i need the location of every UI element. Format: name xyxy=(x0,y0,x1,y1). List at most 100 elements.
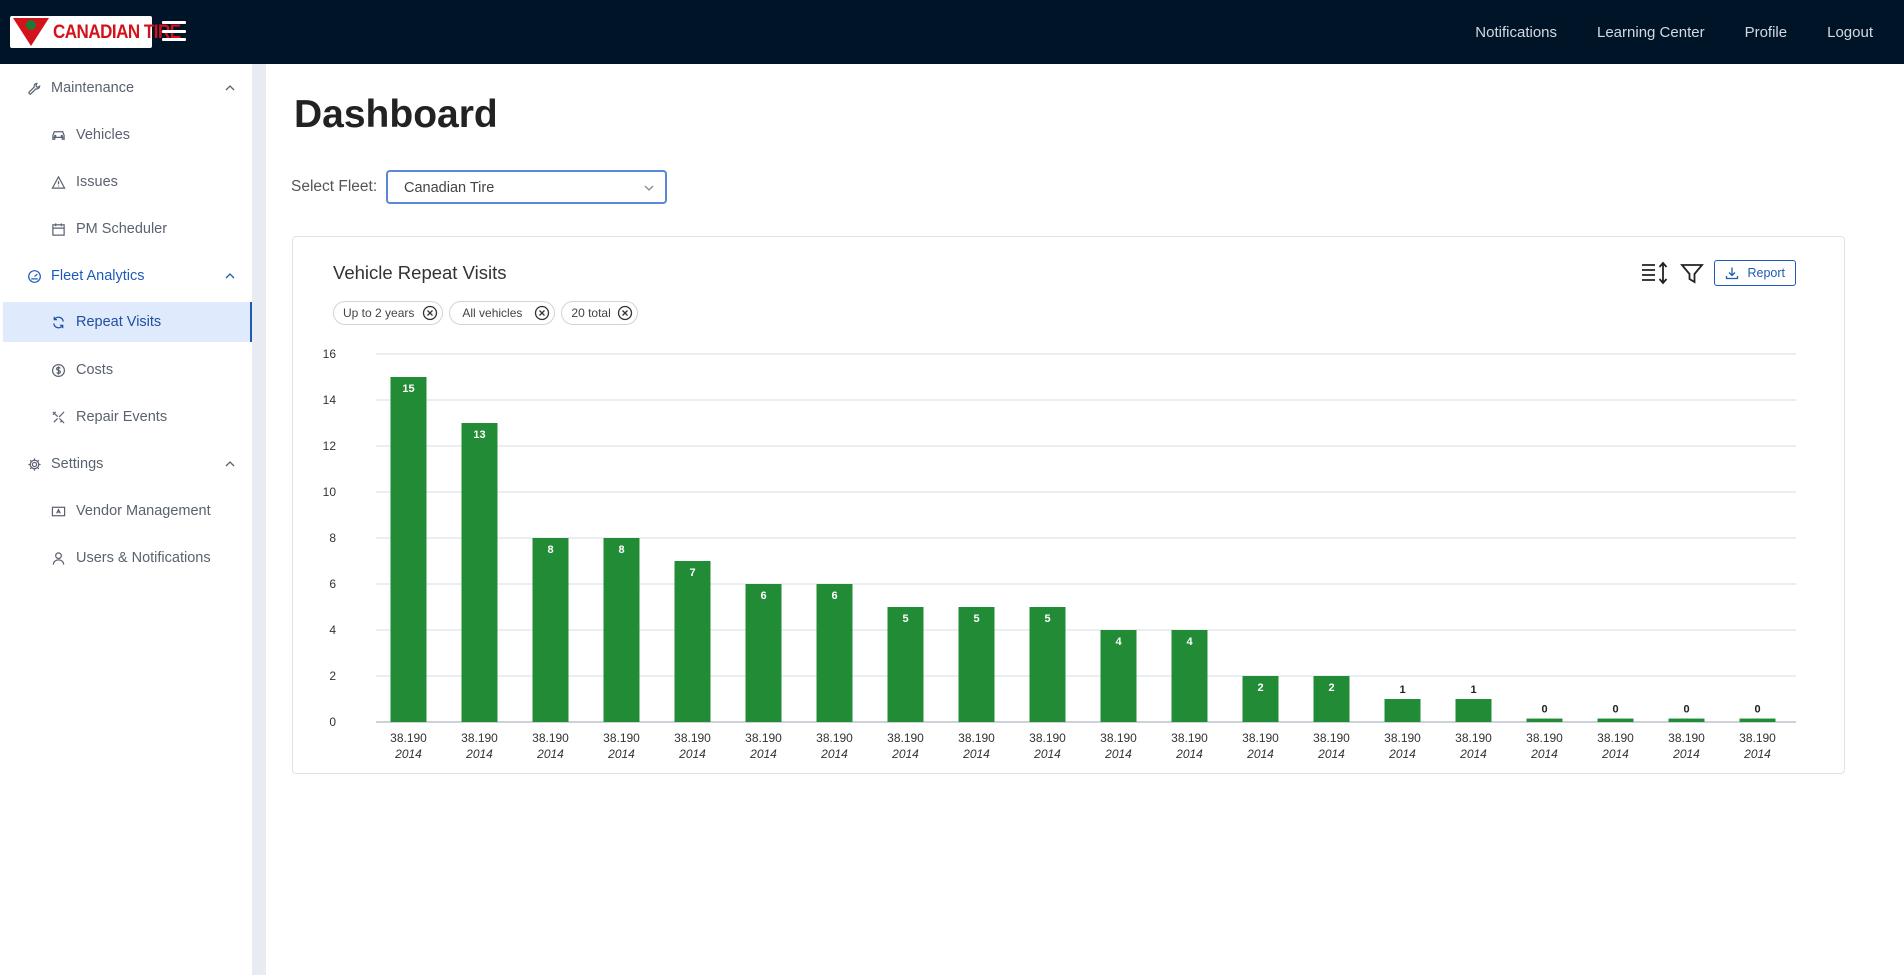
bar-data-label: 1 xyxy=(1470,684,1476,696)
logo-text: CANADIAN TIRE xyxy=(53,20,181,43)
sidebar-item-label: Vehicles xyxy=(76,127,131,143)
chip-time-range: Up to 2 years xyxy=(333,301,444,325)
bar xyxy=(1029,607,1066,722)
sidebar-group-fleet-analytics[interactable]: Fleet Analytics xyxy=(3,256,252,296)
logo-triangle-icon xyxy=(13,18,49,46)
nav-learning-center[interactable]: Learning Center xyxy=(1597,23,1705,41)
sidebar-group-maintenance[interactable]: Maintenance xyxy=(3,68,252,108)
dashboard-gauge-icon xyxy=(27,269,42,284)
dollar-icon xyxy=(51,363,66,378)
nav-profile[interactable]: Profile xyxy=(1744,23,1788,41)
warning-icon xyxy=(51,175,66,190)
sidebar-item-label: Repeat Visits xyxy=(76,314,162,330)
hamburger-menu-icon[interactable] xyxy=(162,20,186,42)
x-tick-label: 38.190 xyxy=(887,731,924,745)
x-tick-label: 38.190 xyxy=(1668,731,1705,745)
x-tick-label: 38.190 xyxy=(603,731,640,745)
sidebar-item-costs[interactable]: Costs xyxy=(3,350,252,390)
sidebar-item-users-notifications[interactable]: Users & Notifications xyxy=(3,538,252,578)
bar-data-label: 15 xyxy=(402,383,414,395)
bar-data-label: 5 xyxy=(973,613,979,625)
sidebar-item-label: Issues xyxy=(76,174,118,190)
y-tick-label: 16 xyxy=(323,347,337,361)
bar xyxy=(1384,699,1421,722)
sort-icon[interactable] xyxy=(1640,260,1670,286)
x-tick-label: 38.190 xyxy=(532,731,569,745)
user-icon xyxy=(51,551,66,566)
x-tick-sublabel: 2014 xyxy=(1672,747,1700,761)
nav-logout[interactable]: Logout xyxy=(1827,23,1873,41)
sidebar-item-label: Users & Notifications xyxy=(76,550,211,566)
x-tick-sublabel: 2014 xyxy=(1317,747,1345,761)
bar xyxy=(532,538,569,722)
bar-data-label: 1 xyxy=(1399,684,1405,696)
report-button[interactable]: Report xyxy=(1714,260,1796,286)
sidebar-item-vehicles[interactable]: Vehicles xyxy=(3,115,252,155)
x-tick-label: 38.190 xyxy=(816,731,853,745)
bar-data-label: 5 xyxy=(1044,613,1050,625)
repeat-visits-bar-chart: 02468101214161538.19020141338.1902014838… xyxy=(323,347,1796,761)
bar-data-label: 0 xyxy=(1541,704,1547,716)
sidebar-group-label: Fleet Analytics xyxy=(51,268,145,284)
chevron-down-icon xyxy=(643,181,655,193)
close-circle-icon[interactable] xyxy=(534,305,550,321)
bar-data-label: 0 xyxy=(1612,704,1618,716)
x-tick-label: 38.190 xyxy=(1597,731,1634,745)
sidebar-item-repeat-visits[interactable]: Repeat Visits xyxy=(3,302,252,342)
y-tick-label: 8 xyxy=(329,531,336,545)
x-tick-label: 38.190 xyxy=(1171,731,1208,745)
bar xyxy=(603,538,640,722)
card-toolbar: Report xyxy=(1640,259,1796,287)
x-tick-label: 38.190 xyxy=(1455,731,1492,745)
sidebar-scrollbar[interactable] xyxy=(252,64,266,975)
x-tick-label: 38.190 xyxy=(1029,731,1066,745)
x-tick-sublabel: 2014 xyxy=(1033,747,1061,761)
bar-data-label: 2 xyxy=(1257,682,1263,694)
fleet-select[interactable]: Canadian Tire xyxy=(386,170,667,204)
gear-icon xyxy=(27,457,42,472)
bar-data-label: 7 xyxy=(689,567,695,579)
page-title: Dashboard xyxy=(294,93,498,136)
close-circle-icon[interactable] xyxy=(422,305,438,321)
bar xyxy=(745,584,782,722)
x-tick-sublabel: 2014 xyxy=(962,747,990,761)
x-tick-label: 38.190 xyxy=(1313,731,1350,745)
sidebar-item-pm-scheduler[interactable]: PM Scheduler xyxy=(3,209,252,249)
x-tick-sublabel: 2014 xyxy=(1743,747,1771,761)
y-tick-label: 2 xyxy=(329,669,336,683)
y-tick-label: 14 xyxy=(323,393,337,407)
sidebar-item-repair-events[interactable]: Repair Events xyxy=(3,397,252,437)
sidebar-item-label: PM Scheduler xyxy=(76,221,168,237)
x-tick-label: 38.190 xyxy=(1526,731,1563,745)
y-tick-label: 10 xyxy=(323,485,337,499)
chip-vehicles: All vehicles xyxy=(449,301,556,325)
filter-icon[interactable] xyxy=(1680,260,1705,286)
bar xyxy=(816,584,853,722)
bar xyxy=(958,607,995,722)
sidebar-item-issues[interactable]: Issues xyxy=(3,162,252,202)
bar-data-label: 8 xyxy=(618,544,624,556)
canadian-tire-logo[interactable]: CANADIAN TIRE xyxy=(10,16,181,48)
x-tick-sublabel: 2014 xyxy=(607,747,635,761)
x-tick-label: 38.190 xyxy=(745,731,782,745)
y-tick-label: 0 xyxy=(329,715,336,729)
x-tick-label: 38.190 xyxy=(461,731,498,745)
x-tick-sublabel: 2014 xyxy=(891,747,919,761)
bar xyxy=(1668,718,1705,722)
x-tick-sublabel: 2014 xyxy=(1459,747,1487,761)
sidebar-item-label: Vendor Management xyxy=(76,503,211,519)
repeat-visits-card: Vehicle Repeat Visits Report Up to 2 yea… xyxy=(292,236,1845,774)
bar xyxy=(1171,630,1208,722)
x-tick-sublabel: 2014 xyxy=(1388,747,1416,761)
chevron-up-icon xyxy=(224,270,236,282)
sidebar-group-settings[interactable]: Settings xyxy=(3,444,252,484)
bar-data-label: 2 xyxy=(1328,682,1334,694)
card-title: Vehicle Repeat Visits xyxy=(333,262,507,283)
x-tick-sublabel: 2014 xyxy=(678,747,706,761)
bar xyxy=(887,607,924,722)
x-tick-sublabel: 2014 xyxy=(1175,747,1203,761)
sidebar-item-vendor-management[interactable]: Vendor Management xyxy=(3,491,252,531)
nav-notifications[interactable]: Notifications xyxy=(1475,23,1557,41)
close-circle-icon[interactable] xyxy=(617,305,633,321)
x-tick-sublabel: 2014 xyxy=(1601,747,1629,761)
